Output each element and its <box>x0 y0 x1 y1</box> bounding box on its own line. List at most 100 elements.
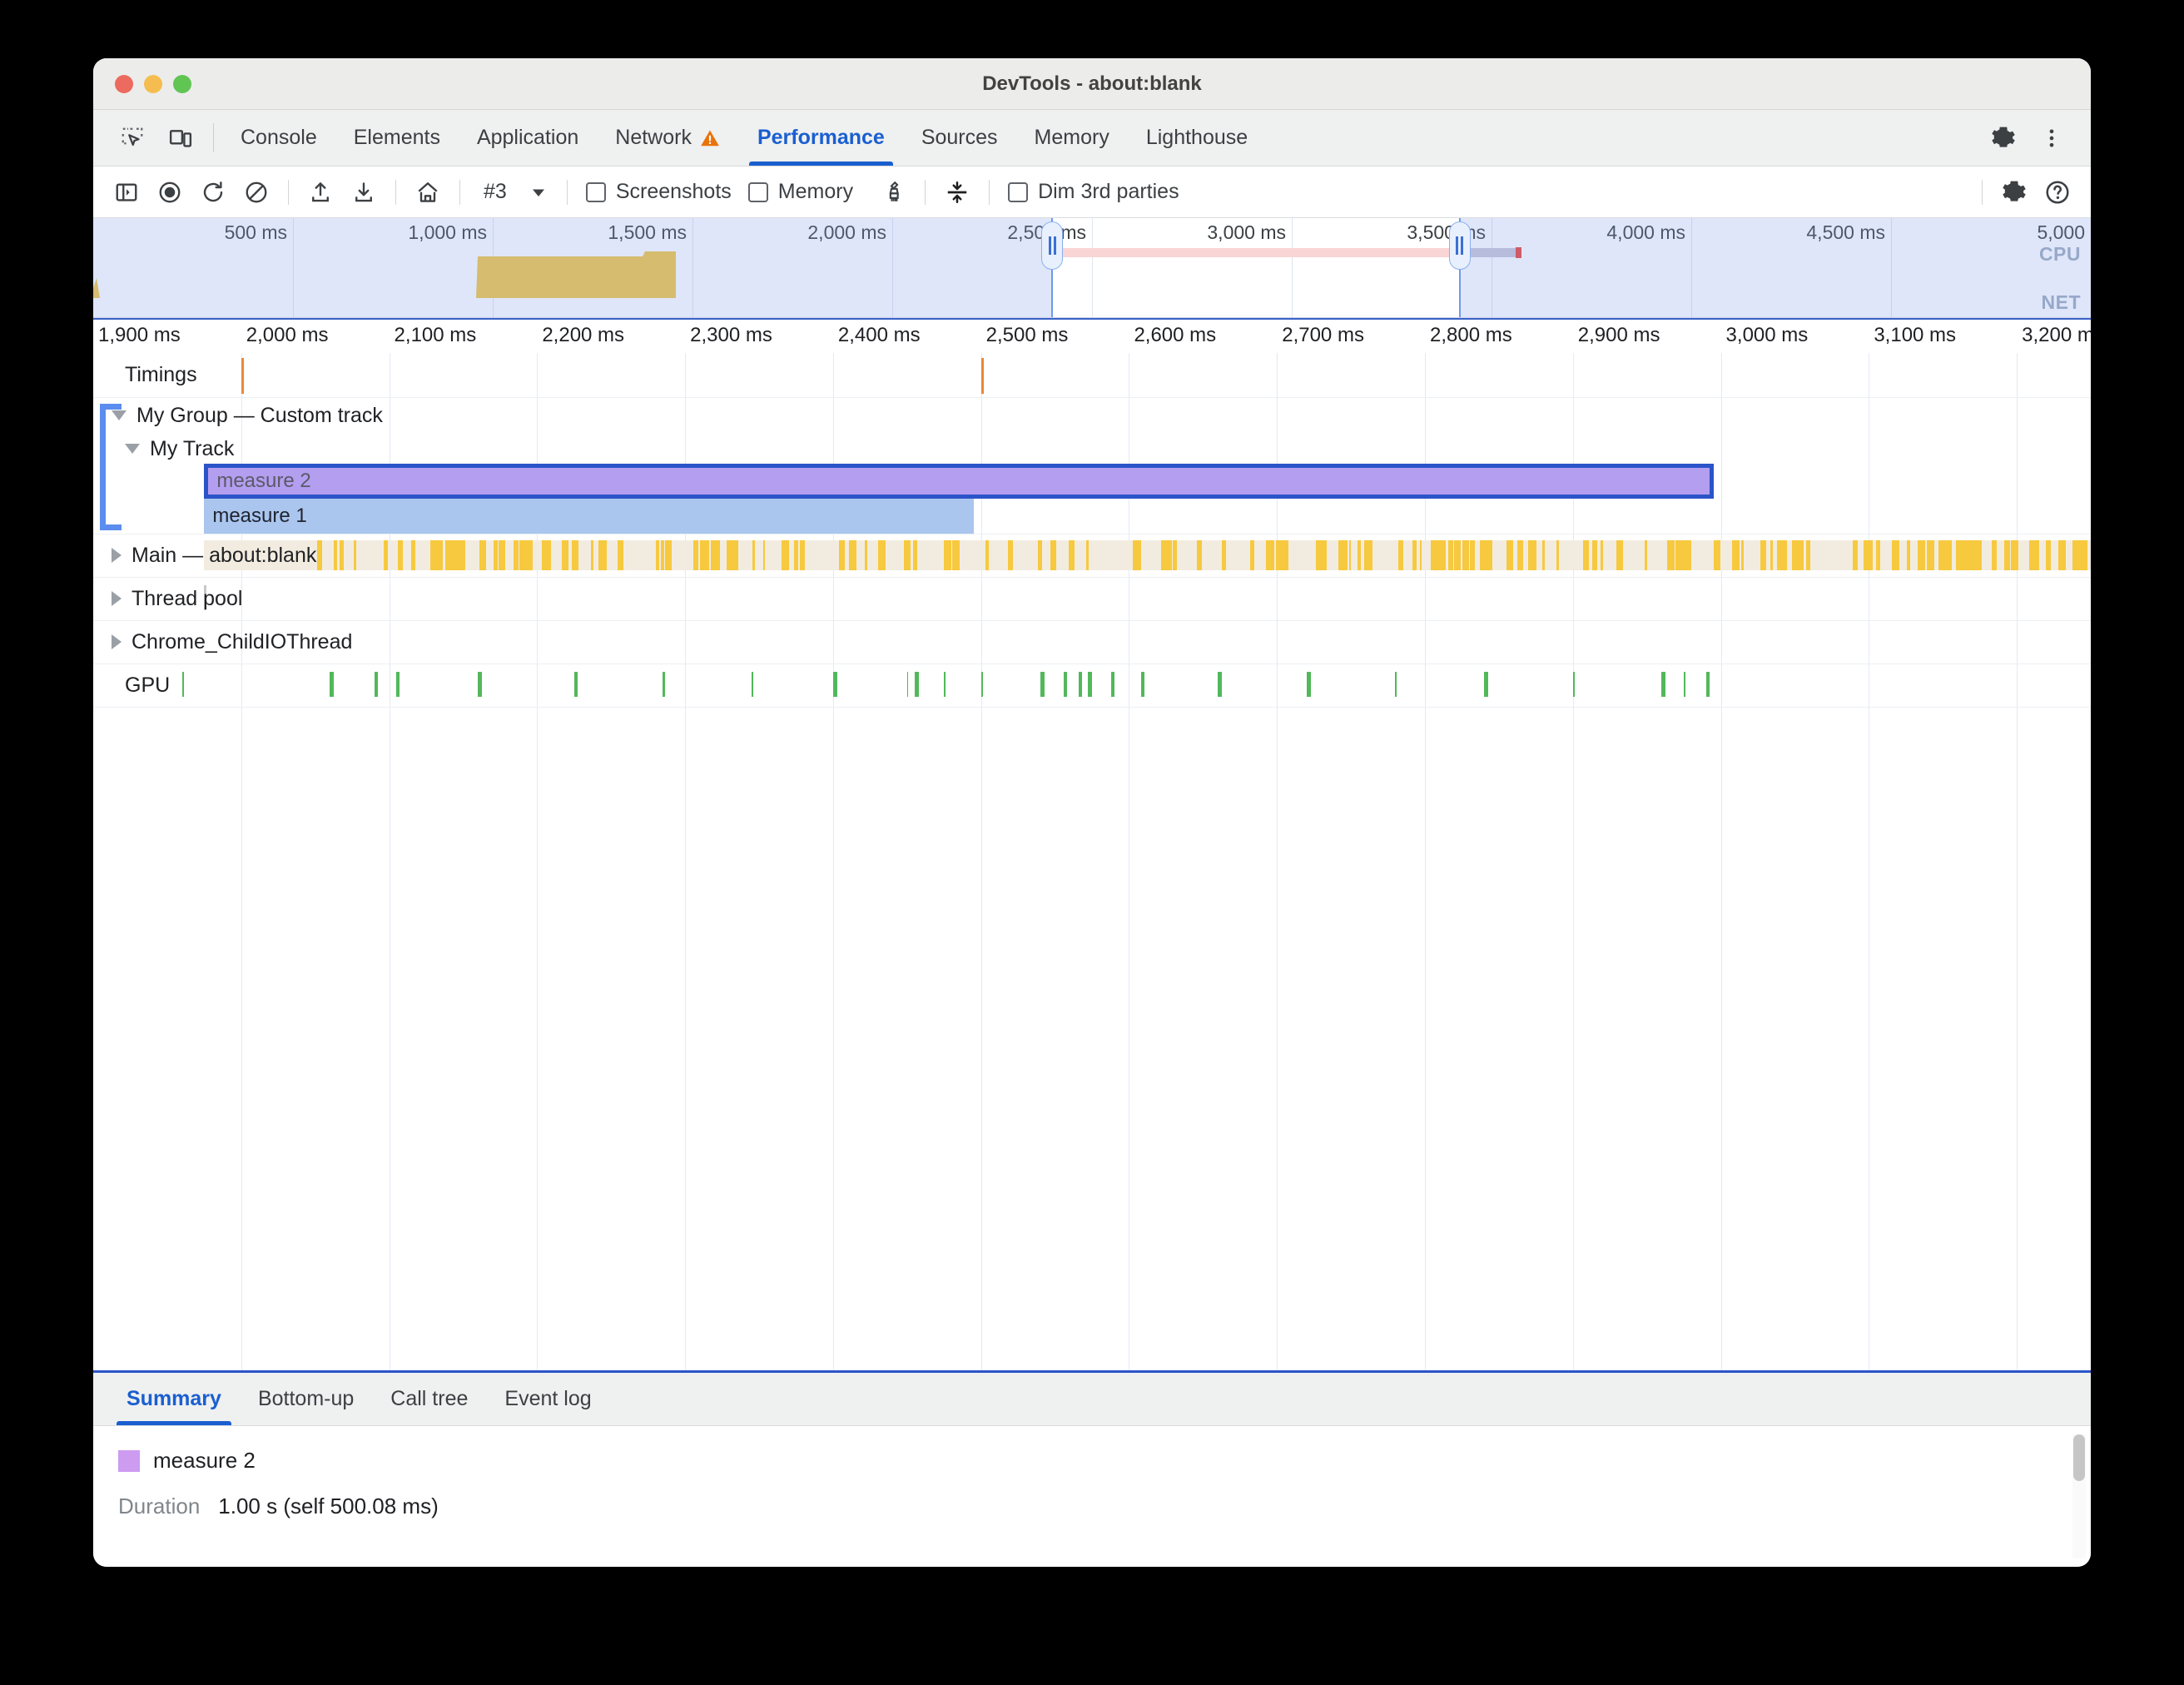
capture-settings-gear-icon[interactable] <box>1993 173 2036 211</box>
toolbar-divider <box>989 180 990 205</box>
track-label-gpu[interactable]: GPU <box>93 664 170 707</box>
screenshots-checkbox[interactable]: Screenshots <box>578 180 740 204</box>
track-label-thread-pool[interactable]: Thread pool <box>93 577 242 620</box>
main-thread-event <box>1086 540 1088 570</box>
home-icon[interactable] <box>406 173 449 211</box>
download-profile-icon[interactable] <box>342 173 385 211</box>
chevron-down-icon[interactable] <box>125 444 140 454</box>
event-bar-measure-1[interactable]: measure 1 <box>204 499 973 534</box>
ruler-tick-label: 2,700 ms <box>1282 324 1364 347</box>
overview-right-handle[interactable] <box>1449 221 1471 270</box>
main-thread-event <box>1069 540 1075 570</box>
ruler-tick-label: 3,200 ms <box>2022 324 2091 347</box>
gpu-event <box>1141 672 1145 697</box>
tab-console[interactable]: Console <box>222 110 335 166</box>
track-name: Main — about:blank <box>132 544 316 568</box>
main-thread-event <box>1992 540 1997 570</box>
track-label-chrome-childiothread[interactable]: Chrome_ChildIOThread <box>93 620 352 664</box>
memory-checkbox[interactable]: Memory <box>740 180 861 204</box>
device-toolbar-icon[interactable] <box>156 110 205 166</box>
main-thread-event <box>1517 540 1523 570</box>
main-thread-event <box>1038 540 1042 570</box>
ruler-tick-label: 3,100 ms <box>1874 324 1956 347</box>
track-row: Main — about:blank <box>93 534 2091 577</box>
tab-application[interactable]: Application <box>459 110 597 166</box>
main-thread-event <box>1715 540 1718 570</box>
overview-tick-label: 1,000 ms <box>408 221 487 244</box>
tab-summary[interactable]: Summary <box>108 1373 240 1425</box>
main-thread-event <box>398 540 403 570</box>
tab-performance[interactable]: Performance <box>739 110 903 166</box>
chevron-right-icon[interactable] <box>112 634 122 649</box>
track-name: GPU <box>125 674 170 698</box>
event-bar-label: measure 1 <box>212 505 306 528</box>
overview-left-handle[interactable] <box>1041 221 1063 270</box>
tab-bottom-up[interactable]: Bottom-up <box>240 1373 372 1425</box>
gpu-event <box>1484 672 1488 697</box>
main-thread-event <box>1528 540 1536 570</box>
track-label-my-group-custom-track[interactable]: My Group — Custom track <box>93 397 383 434</box>
main-thread-event <box>1718 540 1720 570</box>
session-selector[interactable]: #3 <box>470 180 520 204</box>
main-thread-event <box>1222 540 1227 570</box>
main-thread-event <box>572 540 578 570</box>
main-thread-event <box>1645 540 1647 570</box>
overview-tick-label: 5,000 <box>2037 221 2085 244</box>
summary-duration-row: Duration 1.00 s (self 500.08 ms) <box>118 1494 2066 1519</box>
main-thread-event <box>1616 540 1621 570</box>
event-row: measure 2 <box>93 464 2091 499</box>
inspect-element-icon[interactable] <box>108 110 156 166</box>
tab-memory[interactable]: Memory <box>1016 110 1128 166</box>
main-thread-event <box>2029 540 2038 570</box>
tab-lighthouse[interactable]: Lighthouse <box>1128 110 1266 166</box>
checkbox-box <box>1008 182 1028 202</box>
record-icon[interactable] <box>148 173 191 211</box>
track-label-timings[interactable]: Timings <box>93 353 197 397</box>
chevron-down-icon[interactable] <box>112 410 127 420</box>
chevron-right-icon[interactable] <box>112 591 122 606</box>
collect-garbage-icon[interactable] <box>871 173 915 211</box>
kebab-menu-icon[interactable] <box>2028 127 2076 150</box>
tab-call-tree[interactable]: Call tree <box>372 1373 486 1425</box>
event-bar-measure-2[interactable]: measure 2 <box>204 464 1713 499</box>
collapse-rows-icon[interactable] <box>936 173 979 211</box>
main-thread-event <box>2012 540 2016 570</box>
tab-network[interactable]: Network <box>597 110 739 166</box>
reload-and-record-icon[interactable] <box>191 173 235 211</box>
drawer-scrollbar[interactable] <box>2072 1434 2086 1558</box>
dim-3rd-parties-checkbox[interactable]: Dim 3rd parties <box>1000 180 1188 204</box>
main-thread-event <box>384 540 388 570</box>
flame-chart[interactable]: 1,900 ms 2,000 ms 2,100 ms 2,200 ms 2,300 ms… <box>93 318 2091 1370</box>
gpu-event <box>1088 672 1092 697</box>
gpu-event <box>1040 672 1045 697</box>
gpu-event <box>1684 672 1685 697</box>
main-thread-event <box>591 540 593 570</box>
track-label-main-about-blank[interactable]: Main — about:blank <box>93 534 316 577</box>
drawer-scrollbar-thumb[interactable] <box>2073 1434 2085 1481</box>
track-row: My Track <box>93 434 2091 464</box>
help-icon[interactable] <box>2036 173 2079 211</box>
row-separator <box>93 707 2091 708</box>
main-thread-event <box>693 540 698 570</box>
track-label-my-track[interactable]: My Track <box>93 434 234 464</box>
main-thread-event <box>1778 540 1787 570</box>
main-thread-event <box>317 540 322 570</box>
clear-icon[interactable] <box>235 173 278 211</box>
drawer-tab-strip: Summary Bottom-up Call tree Event log <box>93 1373 2091 1426</box>
main-thread-event <box>1556 540 1559 570</box>
toolbar-divider <box>288 180 289 205</box>
tab-sources[interactable]: Sources <box>903 110 1016 166</box>
tab-event-log[interactable]: Event log <box>486 1373 609 1425</box>
main-thread-event <box>849 540 856 570</box>
timeline-overview[interactable]: 500 ms 1,000 ms 1,500 ms 2,000 ms 2,500 ms 3,… <box>93 218 2091 318</box>
toggle-sidebar-icon[interactable] <box>105 173 148 211</box>
gear-icon[interactable] <box>1979 125 2028 152</box>
main-thread-event <box>1266 540 1274 570</box>
overview-cpu-label: CPU <box>2039 243 2081 266</box>
main-thread-event <box>1462 540 1470 570</box>
chevron-down-icon[interactable] <box>520 182 557 202</box>
tab-elements[interactable]: Elements <box>335 110 459 166</box>
chevron-right-icon[interactable] <box>112 548 122 563</box>
upload-profile-icon[interactable] <box>299 173 342 211</box>
overview-network-band <box>1044 248 1459 257</box>
